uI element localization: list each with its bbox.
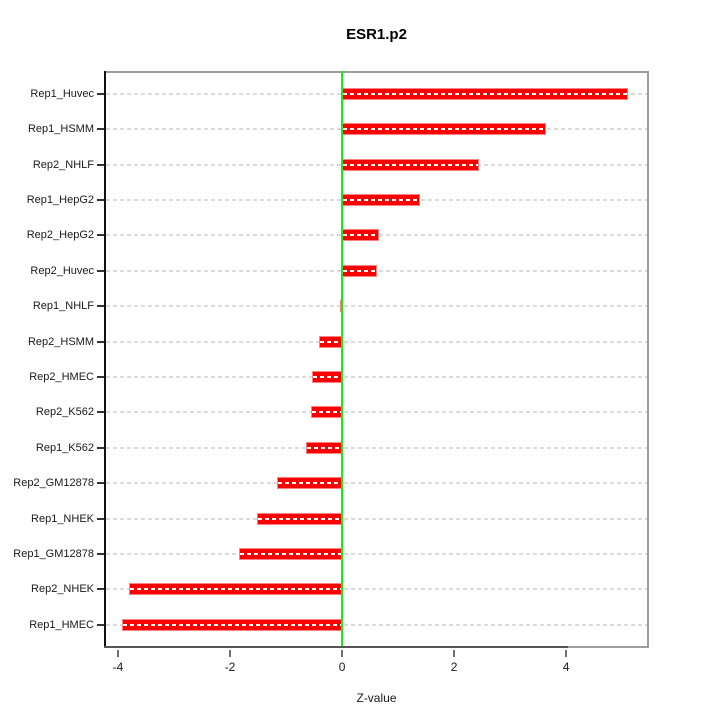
bar-grid-dash bbox=[122, 623, 342, 626]
y-axis-label: Rep2_NHLF bbox=[32, 158, 94, 171]
y-axis-label: Rep2_HepG2 bbox=[26, 229, 94, 242]
y-tick bbox=[97, 482, 104, 485]
bar-grid-dash bbox=[343, 163, 478, 166]
zero-line bbox=[341, 71, 344, 648]
bar bbox=[342, 264, 378, 277]
bar-grid-dash bbox=[343, 128, 545, 131]
y-tick bbox=[97, 552, 104, 555]
y-tick bbox=[97, 234, 104, 237]
gridline bbox=[106, 375, 647, 378]
bar bbox=[305, 441, 343, 454]
bar-grid-dash bbox=[343, 92, 628, 95]
y-axis-label: Rep1_HMEC bbox=[29, 618, 94, 631]
gridline bbox=[106, 446, 647, 449]
x-axis-line bbox=[104, 646, 568, 648]
bar bbox=[238, 547, 343, 560]
x-tick bbox=[341, 650, 344, 657]
bar-grid-dash bbox=[129, 588, 342, 591]
x-tick-label: -4 bbox=[112, 660, 124, 674]
gridline bbox=[106, 305, 647, 308]
y-axis-label: Rep1_NHLF bbox=[32, 300, 94, 313]
gridline bbox=[106, 552, 647, 555]
y-axis-label: Rep2_NHEK bbox=[31, 583, 94, 596]
y-axis-label: Rep2_GM12878 bbox=[13, 477, 94, 490]
y-tick bbox=[97, 411, 104, 414]
x-tick bbox=[229, 650, 232, 657]
y-tick bbox=[97, 128, 104, 131]
y-axis-label: Rep2_HMEC bbox=[29, 370, 94, 383]
bar-grid-dash bbox=[343, 269, 377, 272]
y-axis-line bbox=[104, 71, 106, 648]
bar bbox=[121, 618, 343, 631]
bar bbox=[256, 512, 343, 525]
gridline bbox=[106, 482, 647, 485]
plot-area bbox=[104, 71, 649, 648]
chart-title: ESR1.p2 bbox=[346, 26, 407, 43]
y-tick bbox=[97, 375, 104, 378]
bar bbox=[128, 583, 343, 596]
bar-grid-dash bbox=[312, 411, 342, 414]
y-tick bbox=[97, 588, 104, 591]
y-axis-label: Rep2_K562 bbox=[35, 406, 94, 419]
y-tick bbox=[97, 517, 104, 520]
y-axis-label: Rep1_HSMM bbox=[27, 123, 94, 136]
y-tick bbox=[97, 198, 104, 201]
bar bbox=[342, 158, 479, 171]
bar-grid-dash bbox=[319, 340, 342, 343]
bar bbox=[277, 477, 343, 490]
y-tick bbox=[97, 163, 104, 166]
y-tick bbox=[97, 305, 104, 308]
x-tick bbox=[453, 650, 456, 657]
y-tick bbox=[97, 446, 104, 449]
gridline bbox=[106, 340, 647, 343]
x-tick-label: 0 bbox=[338, 660, 346, 674]
bar bbox=[342, 87, 629, 100]
gridline bbox=[106, 623, 647, 626]
bar bbox=[342, 193, 420, 206]
y-axis-label: Rep2_HSMM bbox=[27, 335, 94, 348]
x-tick-label: 2 bbox=[450, 660, 458, 674]
bar bbox=[311, 406, 343, 419]
gridline bbox=[106, 588, 647, 591]
y-axis-label: Rep1_NHEK bbox=[31, 512, 94, 525]
x-tick-label: 4 bbox=[562, 660, 570, 674]
y-axis-label: Rep2_Huvec bbox=[30, 264, 94, 277]
bar-grid-dash bbox=[343, 198, 419, 201]
bar-grid-dash bbox=[239, 552, 342, 555]
y-axis-label: Rep1_GM12878 bbox=[13, 547, 94, 560]
y-tick bbox=[97, 340, 104, 343]
x-axis-title: Z-value bbox=[356, 691, 397, 705]
bar bbox=[318, 335, 343, 348]
bar bbox=[342, 229, 379, 242]
y-axis-label: Rep1_Huvec bbox=[30, 87, 94, 100]
y-axis-label: Rep1_K562 bbox=[35, 441, 94, 454]
x-tick bbox=[117, 650, 119, 657]
y-tick bbox=[97, 623, 104, 626]
x-tick-label: -2 bbox=[224, 660, 236, 674]
bar bbox=[342, 123, 546, 136]
bar-grid-dash bbox=[312, 375, 342, 378]
y-tick bbox=[97, 92, 104, 95]
gridline bbox=[106, 517, 647, 520]
x-tick bbox=[565, 650, 568, 657]
gridline bbox=[106, 411, 647, 414]
y-tick bbox=[97, 269, 104, 272]
y-axis-label: Rep1_HepG2 bbox=[26, 193, 94, 206]
bar bbox=[311, 370, 343, 383]
bar-grid-dash bbox=[306, 446, 342, 449]
bar-grid-dash bbox=[257, 517, 342, 520]
bar-grid-dash bbox=[278, 482, 342, 485]
bar-grid-dash bbox=[343, 234, 378, 237]
